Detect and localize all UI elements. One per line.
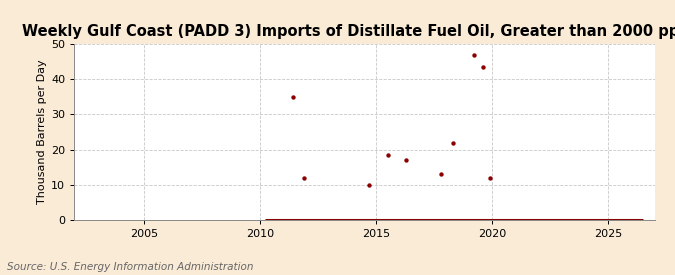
Point bbox=[485, 175, 495, 180]
Point bbox=[401, 158, 412, 162]
Point bbox=[468, 52, 479, 57]
Point bbox=[477, 65, 488, 69]
Point bbox=[299, 175, 310, 180]
Point bbox=[287, 95, 298, 99]
Point bbox=[436, 172, 447, 177]
Point bbox=[448, 140, 458, 145]
Point bbox=[382, 153, 393, 157]
Text: Weekly Gulf Coast (PADD 3) Imports of Distillate Fuel Oil, Greater than 2000 ppm: Weekly Gulf Coast (PADD 3) Imports of Di… bbox=[22, 24, 675, 39]
Point bbox=[364, 183, 375, 187]
Text: Source: U.S. Energy Information Administration: Source: U.S. Energy Information Administ… bbox=[7, 262, 253, 272]
Y-axis label: Thousand Barrels per Day: Thousand Barrels per Day bbox=[37, 60, 47, 204]
